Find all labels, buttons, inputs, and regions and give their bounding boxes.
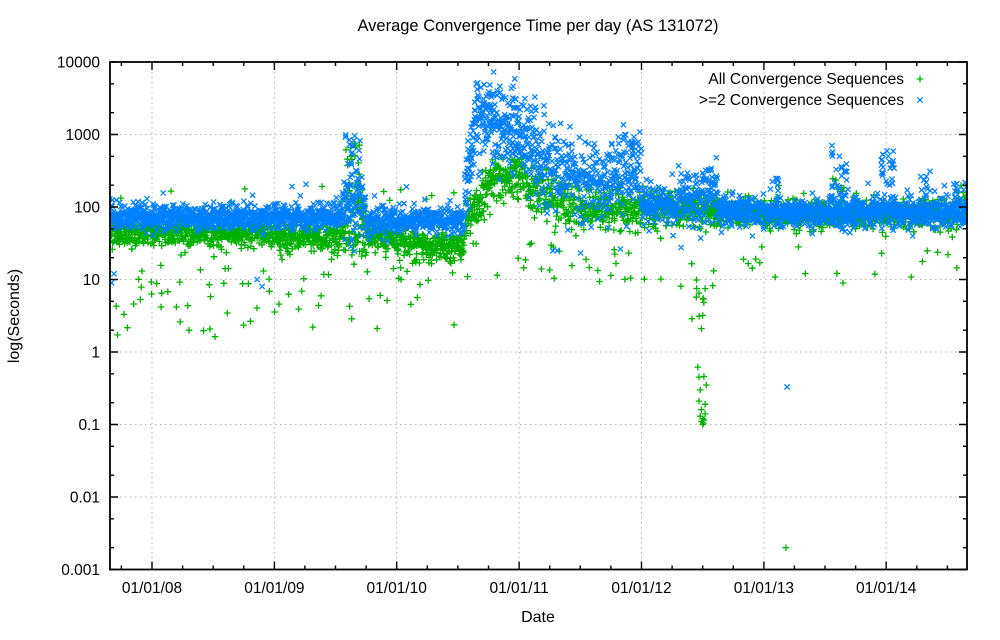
x-axis-title: Date (521, 609, 555, 626)
legend-label-ge2-sequences: >=2 Convergence Sequences (699, 92, 904, 109)
x-tick-label: 01/01/14 (856, 580, 917, 597)
chart-title: Average Convergence Time per day (AS 131… (357, 17, 718, 35)
y-tick-label: 0.1 (78, 417, 100, 434)
y-tick-label: 10 (83, 272, 101, 289)
axis-ticks (110, 61, 967, 571)
x-axis-tick-labels: 01/01/08 01/01/09 01/01/10 01/01/11 01/01/12… (122, 580, 917, 597)
cross-marker-icon (916, 96, 924, 104)
x-tick-label: 01/01/09 (244, 580, 304, 597)
series-ge2-convergence-points (110, 68, 967, 390)
legend-item-all-sequences: All Convergence Sequences (708, 71, 924, 88)
y-tick-label: 0.01 (70, 490, 100, 507)
legend-item-ge2-sequences: >=2 Convergence Sequences (699, 92, 924, 109)
y-tick-label: 1000 (66, 127, 101, 144)
y-tick-label: 0.001 (61, 562, 100, 579)
y-tick-label: 10000 (57, 55, 100, 72)
x-tick-label: 01/01/12 (611, 580, 671, 597)
plot-border (109, 61, 968, 571)
x-tick-label: 01/01/13 (734, 580, 794, 597)
y-tick-label: 100 (74, 200, 100, 217)
x-tick-label: 01/01/10 (367, 580, 428, 597)
legend: All Convergence Sequences >=2 Convergenc… (699, 71, 924, 109)
y-axis-tick-labels: 10000 1000 100 10 1 0.1 0.01 0.001 (57, 55, 100, 580)
y-tick-label: 1 (91, 345, 100, 362)
y-axis-title: log(Seconds) (6, 269, 23, 363)
x-tick-label: 01/01/11 (490, 580, 549, 597)
plus-marker-icon (916, 75, 924, 83)
x-tick-label: 01/01/08 (122, 580, 182, 597)
legend-label-all-sequences: All Convergence Sequences (708, 71, 904, 88)
scatter-points-layer (110, 68, 967, 551)
